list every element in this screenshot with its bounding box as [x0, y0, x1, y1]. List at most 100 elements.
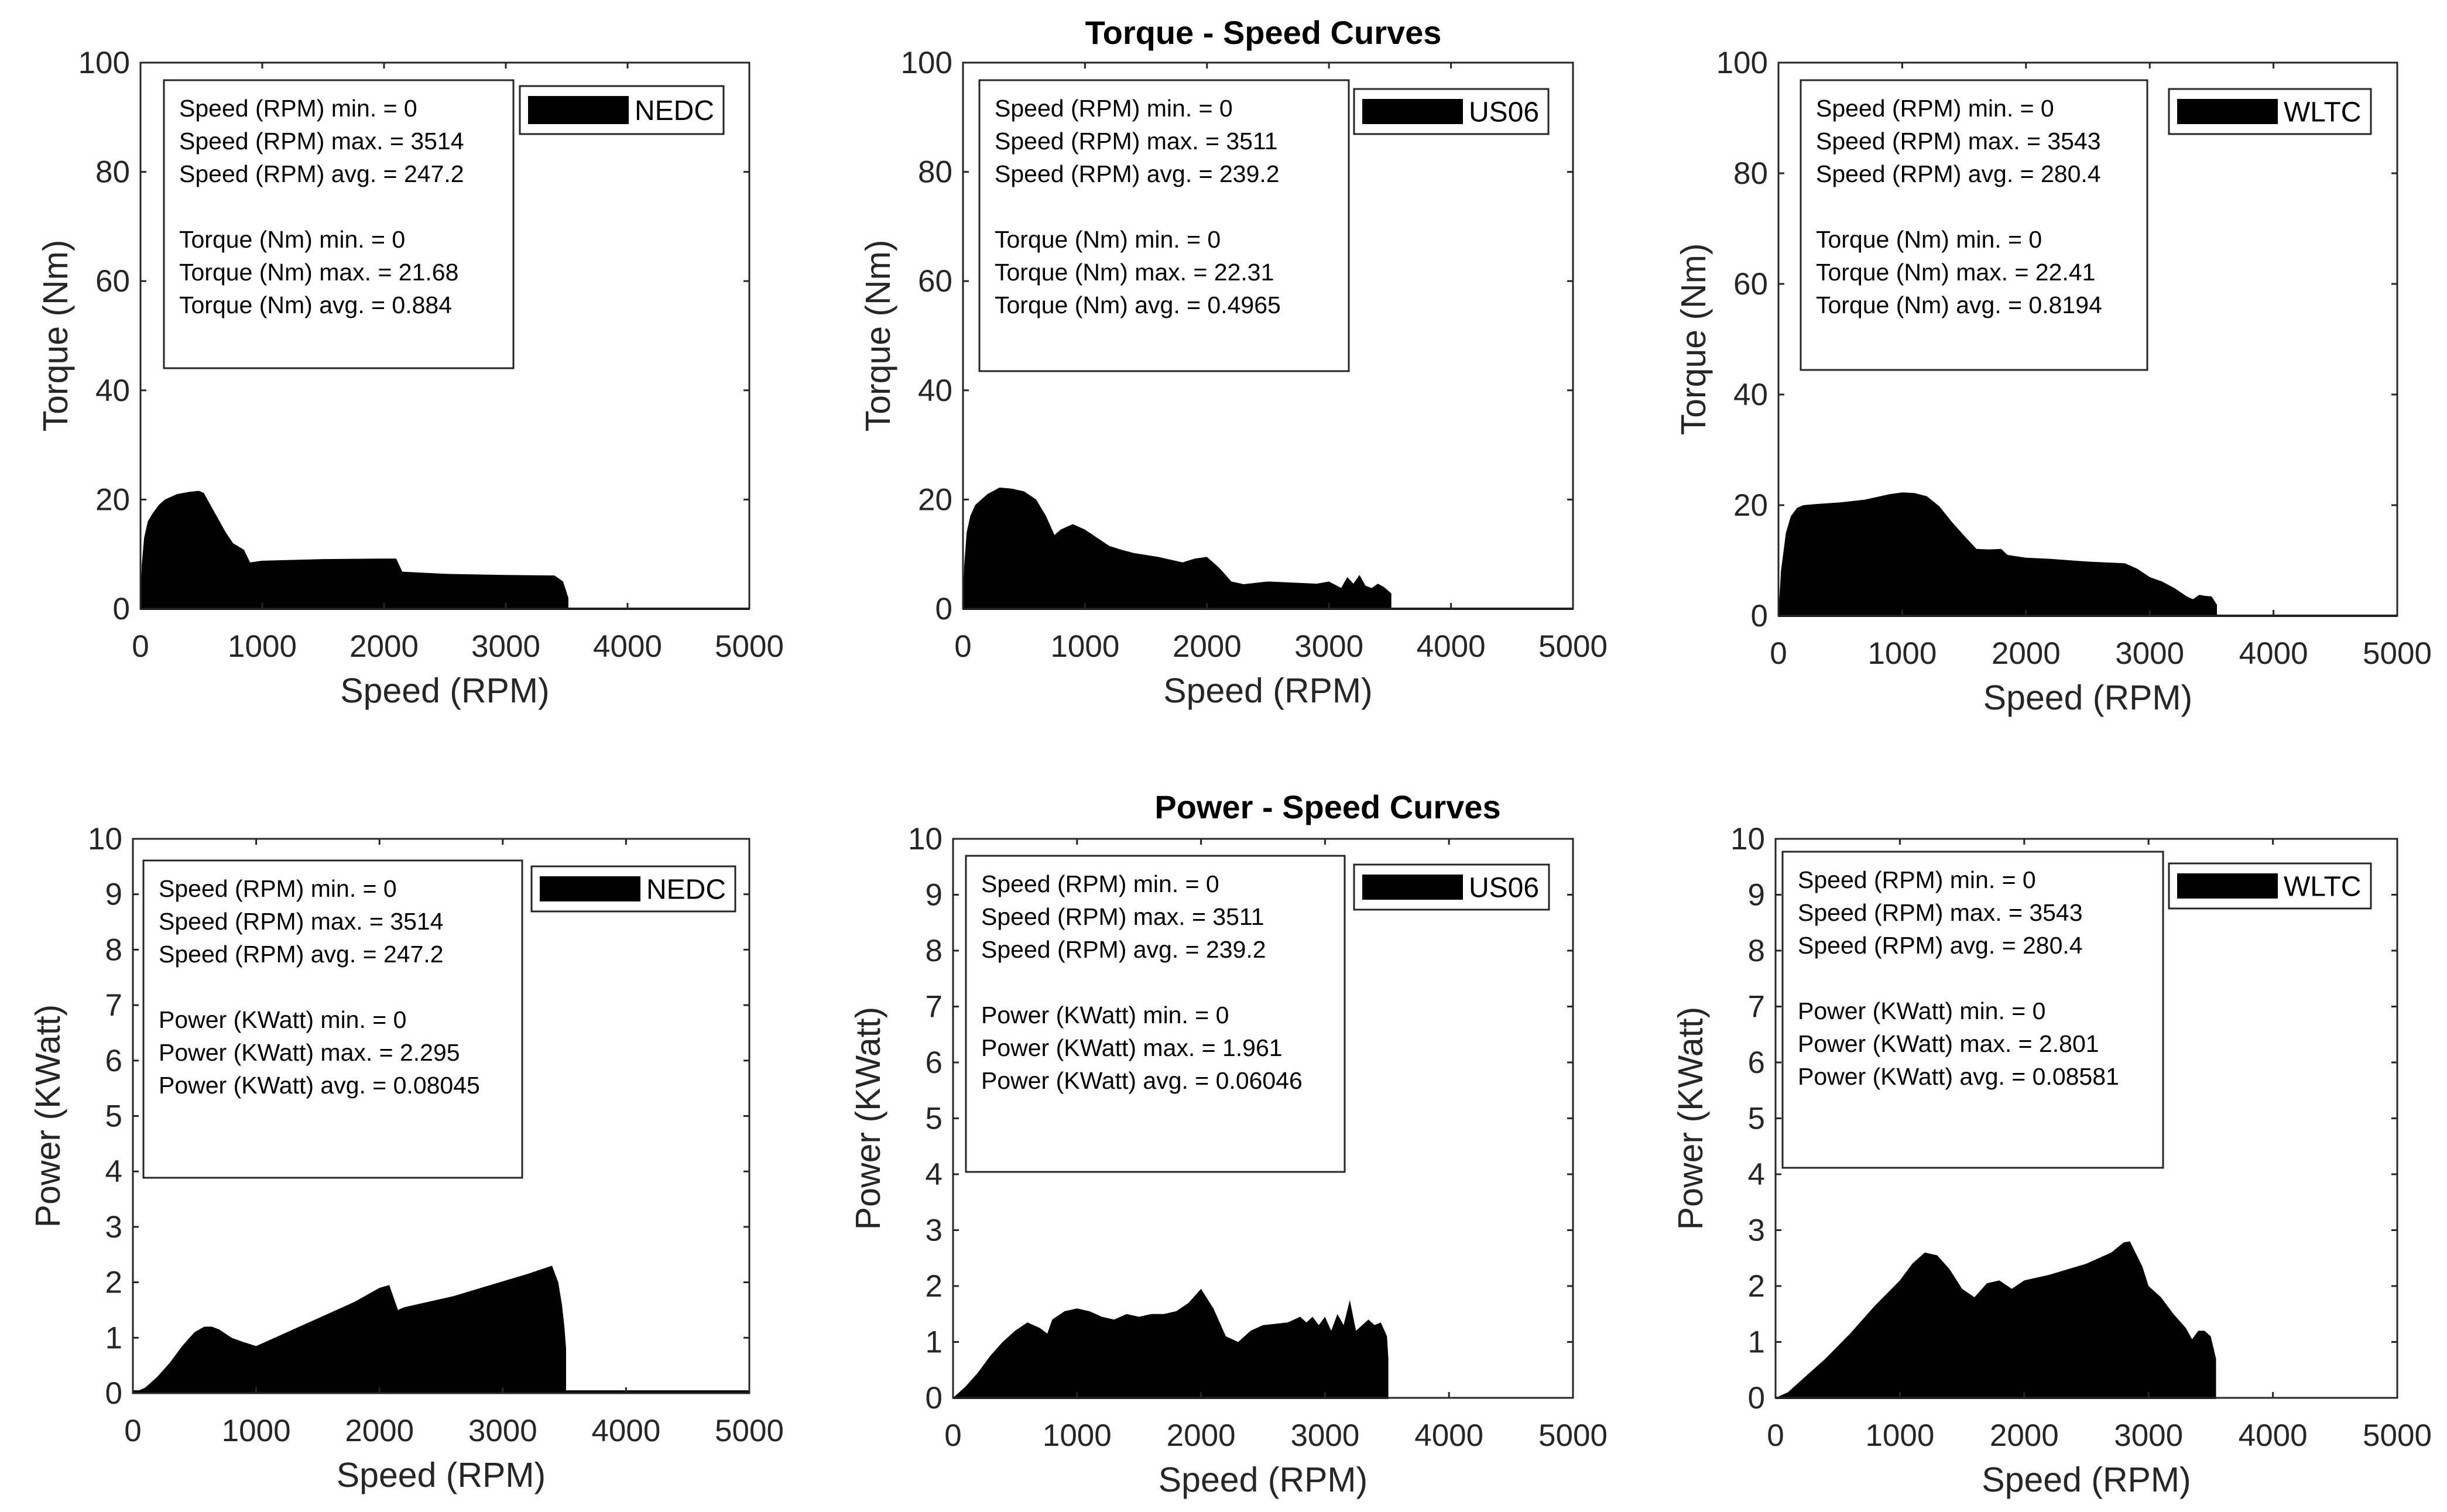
stats-line: Power (KWatt) min. = 0: [981, 1002, 1229, 1028]
stats-annotation-box: [1800, 79, 2148, 371]
y-tick-label: 2: [1748, 1269, 1765, 1304]
x-tick-label: 2000: [1990, 1418, 2059, 1453]
stats-line: Torque (Nm) max. = 21.68: [179, 259, 458, 286]
x-tick-label: 2000: [345, 1414, 414, 1448]
y-tick-label: 5: [926, 1102, 943, 1136]
stats-line: Power (KWatt) max. = 2.801: [1798, 1030, 2099, 1057]
stats-line: Speed (RPM) avg. = 239.2: [981, 936, 1266, 963]
stats-line: Speed (RPM) avg. = 280.4: [1816, 160, 2101, 187]
x-tick-label: 3000: [468, 1414, 537, 1448]
y-axis-title: Torque (Nm): [36, 240, 75, 432]
stats-annotation-box: [1781, 851, 2164, 1169]
x-tick-label: 4000: [593, 629, 662, 664]
stats-line: Speed (RPM) min. = 0: [159, 875, 397, 902]
x-axis-title: Speed (RPM): [1159, 1460, 1368, 1499]
x-tick-label: 1000: [222, 1414, 291, 1448]
x-tick-label: 4000: [591, 1414, 660, 1448]
y-axis-title: Power (KWatt): [849, 1007, 887, 1230]
chart-torque-nedc: 0 1000 2000 3000 4000 5000 0 20 40 60 80 100 Speed (…: [36, 46, 784, 710]
stats-line: Speed (RPM) min. = 0: [1816, 95, 2054, 122]
x-tick-label: 1000: [228, 629, 297, 664]
stats-line: Speed (RPM) max. = 3543: [1798, 899, 2083, 926]
y-tick-label: 7: [1748, 990, 1765, 1024]
stats-line: Power (KWatt) min. = 0: [1798, 997, 2045, 1024]
x-axis-title: Speed (RPM): [337, 1456, 546, 1494]
power-figure-title: Power - Speed Curves: [1154, 788, 1500, 825]
legend-label: WLTC: [2284, 872, 2361, 903]
x-tick-label: 3000: [2115, 636, 2184, 671]
legend-swatch: [2177, 873, 2278, 899]
stats-line: Power (KWatt) avg. = 0.08045: [159, 1072, 480, 1099]
x-tick-label: 0: [132, 629, 149, 664]
series-area-nedc: [140, 491, 568, 609]
y-tick-label: 100: [901, 46, 952, 80]
y-axis-title: Power (KWatt): [1671, 1007, 1710, 1230]
plot-frame: [962, 61, 1574, 610]
legend-label: WLTC: [2284, 97, 2361, 128]
series-area-nedc: [133, 1266, 566, 1393]
stats-line: Power (KWatt) max. = 1.961: [981, 1034, 1283, 1061]
y-tick-label: 40: [918, 373, 952, 408]
x-tick-label: 0: [124, 1414, 141, 1448]
x-tick-label: 1000: [1867, 636, 1937, 671]
stats-line: Power (KWatt) max. = 2.295: [159, 1039, 460, 1066]
y-tick-label: 40: [1733, 378, 1768, 412]
x-tick-label: 4000: [1417, 629, 1486, 664]
legend-swatch: [540, 876, 640, 901]
y-tick-label: 9: [1748, 878, 1765, 913]
legend-label: NEDC: [646, 875, 726, 906]
y-tick-label: 60: [1733, 267, 1768, 301]
stats-line: Torque (Nm) avg. = 0.884: [179, 292, 452, 318]
x-tick-label: 5000: [2363, 636, 2432, 671]
stats-line: Torque (Nm) avg. = 0.4965: [995, 292, 1281, 318]
y-tick-label: 10: [908, 822, 943, 856]
stats-line: Speed (RPM) avg. = 239.2: [995, 160, 1280, 187]
stats-line: Speed (RPM) max. = 3511: [981, 903, 1264, 930]
x-tick-label: 5000: [1538, 629, 1608, 664]
stats-line: Speed (RPM) avg. = 280.4: [1798, 932, 2083, 959]
stats-line: Speed (RPM) avg. = 247.2: [179, 160, 464, 187]
stats-line: Power (KWatt) avg. = 0.08581: [1798, 1063, 2119, 1090]
x-tick-label: 1000: [1865, 1418, 1934, 1453]
y-tick-label: 8: [105, 932, 122, 967]
x-tick-label: 5000: [1538, 1418, 1608, 1453]
stats-line: Speed (RPM) min. = 0: [179, 95, 417, 122]
x-tick-label: 0: [1767, 1418, 1784, 1453]
y-tick-label: 100: [1716, 46, 1768, 80]
y-tick-label: 4: [1748, 1157, 1765, 1192]
series-area-us06: [953, 1288, 1389, 1398]
stats-line: Speed (RPM) max. = 3543: [1816, 128, 2101, 155]
x-tick-label: 3000: [2114, 1418, 2183, 1453]
y-tick-label: 9: [926, 878, 943, 913]
y-tick-label: 5: [105, 1099, 122, 1134]
plot-frame: [139, 61, 750, 610]
y-tick-label: 3: [926, 1213, 943, 1248]
legend-swatch: [528, 96, 629, 124]
stats-line: Speed (RPM) min. = 0: [981, 870, 1219, 897]
y-tick-label: 60: [95, 264, 130, 299]
x-axis-title: Speed (RPM): [340, 671, 549, 710]
x-tick-label: 2000: [1167, 1418, 1236, 1453]
y-tick-label: 10: [88, 822, 122, 856]
y-tick-label: 2: [105, 1266, 122, 1300]
x-tick-label: 0: [944, 1418, 961, 1453]
stats-line: Torque (Nm) max. = 22.41: [1816, 259, 2095, 286]
stats-line: Speed (RPM) avg. = 247.2: [159, 941, 444, 968]
y-tick-label: 80: [918, 155, 952, 190]
y-tick-label: 20: [918, 482, 952, 517]
y-tick-label: 2: [926, 1269, 943, 1304]
x-tick-label: 2000: [1173, 629, 1242, 664]
y-tick-label: 20: [95, 482, 130, 517]
torque-figure-title: Torque - Speed Curves: [1085, 14, 1442, 51]
stats-line: Power (KWatt) min. = 0: [159, 1006, 406, 1033]
y-tick-label: 3: [105, 1210, 122, 1244]
stats-line: Torque (Nm) max. = 22.31: [995, 259, 1274, 286]
stats-line: Power (KWatt) avg. = 0.06046: [981, 1067, 1303, 1094]
x-tick-label: 5000: [2363, 1418, 2432, 1453]
x-tick-label: 4000: [1414, 1418, 1483, 1453]
x-tick-label: 2000: [349, 629, 419, 664]
y-tick-label: 60: [918, 264, 952, 299]
series-area-wltc: [1778, 492, 2217, 616]
x-axis-title: Speed (RPM): [1982, 1460, 2191, 1499]
y-tick-label: 4: [926, 1157, 943, 1192]
